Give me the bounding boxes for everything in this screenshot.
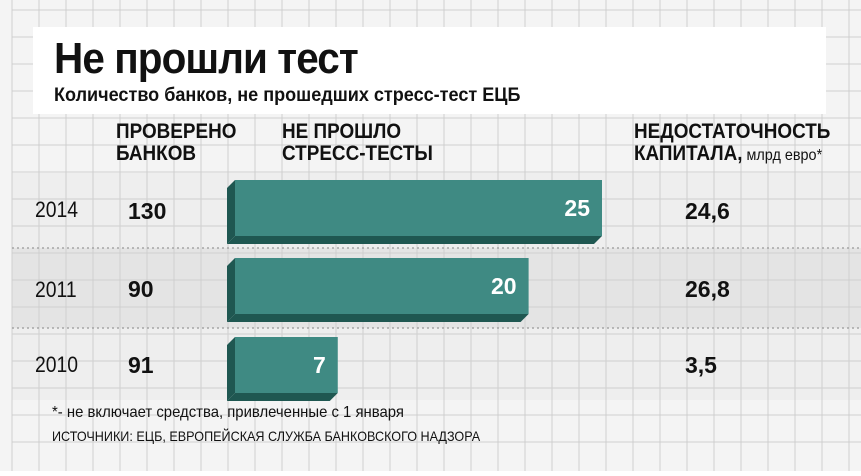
year-label: 2010 bbox=[35, 352, 79, 377]
bar-side bbox=[227, 337, 235, 401]
bar bbox=[235, 337, 338, 393]
checked-header-label: ПРОВЕРЕНО БАНКОВ bbox=[116, 120, 237, 165]
checked-count: 130 bbox=[128, 198, 167, 224]
bar-side bbox=[227, 258, 235, 322]
deficit-header-label: НЕДОСТАТОЧНОСТЬ КАПИТАЛА, bbox=[634, 120, 831, 165]
failed-header-label: НЕ ПРОШЛО СТРЕСС-ТЕСТЫ bbox=[282, 120, 433, 165]
title-panel bbox=[33, 27, 826, 114]
year-label: 2014 bbox=[35, 197, 79, 222]
footnote: *- не включает средства, привлеченные с … bbox=[52, 404, 404, 421]
page-title: Не прошли тест bbox=[54, 34, 359, 83]
subtitle: Количество банков, не прошедших стресс-т… bbox=[54, 85, 521, 106]
capital-shortfall-value: 3,5 bbox=[685, 352, 717, 378]
bar-bottom bbox=[227, 314, 529, 322]
capital-shortfall-value: 26,8 bbox=[685, 276, 730, 302]
sources-note: ИСТОЧНИКИ: ЕЦБ, ЕВРОПЕЙСКАЯ СЛУЖБА БАНКО… bbox=[52, 428, 481, 444]
bar bbox=[235, 258, 529, 314]
bar-bottom bbox=[227, 393, 338, 401]
checked-count: 91 bbox=[128, 352, 154, 378]
bar-bottom bbox=[227, 236, 602, 244]
column-header-deficit: НЕДОСТАТОЧНОСТЬ КАПИТАЛА, млрд евро* bbox=[634, 121, 830, 167]
checked-count: 90 bbox=[128, 276, 154, 302]
bar bbox=[235, 180, 602, 236]
year-label: 2011 bbox=[35, 277, 77, 302]
bar-value-label: 25 bbox=[564, 195, 590, 221]
column-header-checked: ПРОВЕРЕНО БАНКОВ bbox=[116, 121, 236, 165]
capital-shortfall-value: 24,6 bbox=[685, 198, 730, 224]
column-header-failed: НЕ ПРОШЛО СТРЕСС-ТЕСТЫ bbox=[282, 121, 433, 165]
bar-side bbox=[227, 180, 235, 244]
bar-value-label: 20 bbox=[491, 273, 517, 299]
deficit-unit-label: млрд евро* bbox=[742, 147, 823, 164]
bar-value-label: 7 bbox=[313, 352, 326, 378]
